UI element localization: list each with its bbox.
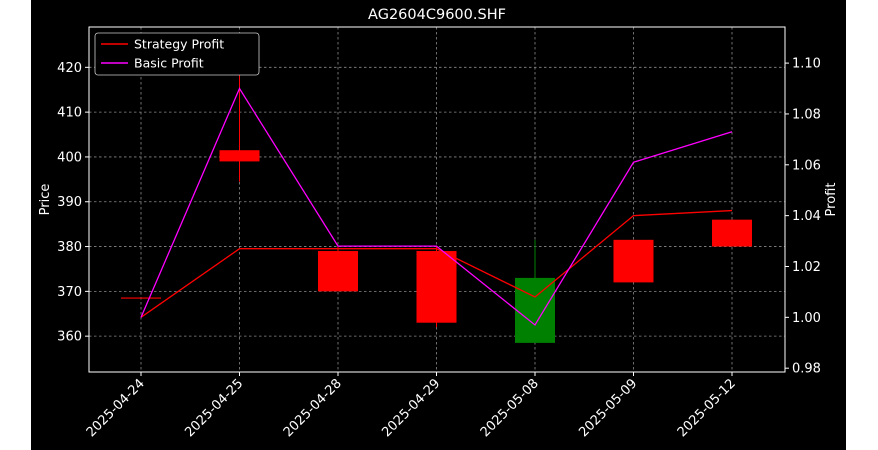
profit-lines [140, 87, 733, 326]
chart-title: AG2604C9600.SHF [368, 7, 506, 23]
legend-label: Strategy Profit [134, 37, 224, 52]
candle-body [416, 251, 457, 323]
x-axis: 2025-04-24 2025-04-25 2025-04-28 2025-04-29… [84, 372, 739, 440]
left-axis: 360 370 380 390 400 410 420 [57, 61, 89, 345]
left-tick-label: 390 [57, 195, 82, 210]
right-tick-label: 1.10 [792, 57, 821, 72]
left-tick-label: 370 [57, 285, 82, 300]
candle-body [712, 219, 752, 247]
left-tick-label: 380 [57, 240, 82, 255]
right-axis-label: Profit [824, 183, 839, 217]
x-tick-label: 2025-04-24 [84, 376, 148, 440]
legend-label: Basic Profit [134, 56, 204, 71]
chart-figure: 360 370 380 390 400 410 420 0.98 1.00 1.02 1.04 1.… [31, 0, 846, 450]
x-tick-label: 2025-04-29 [379, 376, 443, 440]
candle-body [318, 251, 358, 292]
chart-canvas: 360 370 380 390 400 410 420 0.98 1.00 1.02 1.04 1.… [38, 7, 839, 440]
right-tick-label: 1.08 [792, 107, 821, 122]
series-line-basic-profit [140, 87, 733, 326]
left-tick-label: 360 [57, 330, 82, 345]
x-tick-label: 2025-04-25 [182, 376, 246, 440]
right-axis: 0.98 1.00 1.02 1.04 1.06 1.08 1.10 [785, 57, 821, 377]
legend: Strategy Profit Basic Profit [94, 32, 260, 76]
candle-body [219, 150, 260, 162]
right-tick-label: 1.06 [792, 158, 821, 173]
left-tick-label: 400 [57, 150, 82, 165]
x-tick-label: 2025-05-09 [576, 376, 640, 440]
right-tick-label: 0.98 [792, 362, 821, 377]
right-tick-label: 1.00 [792, 311, 821, 326]
candle-body [613, 239, 654, 283]
right-tick-label: 1.02 [792, 260, 821, 275]
right-tick-label: 1.04 [792, 209, 821, 224]
left-tick-label: 420 [57, 61, 82, 76]
series-line-strategy-profit [140, 209, 733, 318]
x-tick-label: 2025-05-12 [675, 376, 739, 440]
left-tick-label: 410 [57, 106, 82, 121]
candle-body [515, 277, 555, 343]
legend-box [94, 32, 260, 76]
x-tick-label: 2025-04-28 [281, 376, 345, 440]
left-axis-label: Price [38, 184, 53, 216]
x-tick-label: 2025-05-08 [478, 376, 542, 440]
